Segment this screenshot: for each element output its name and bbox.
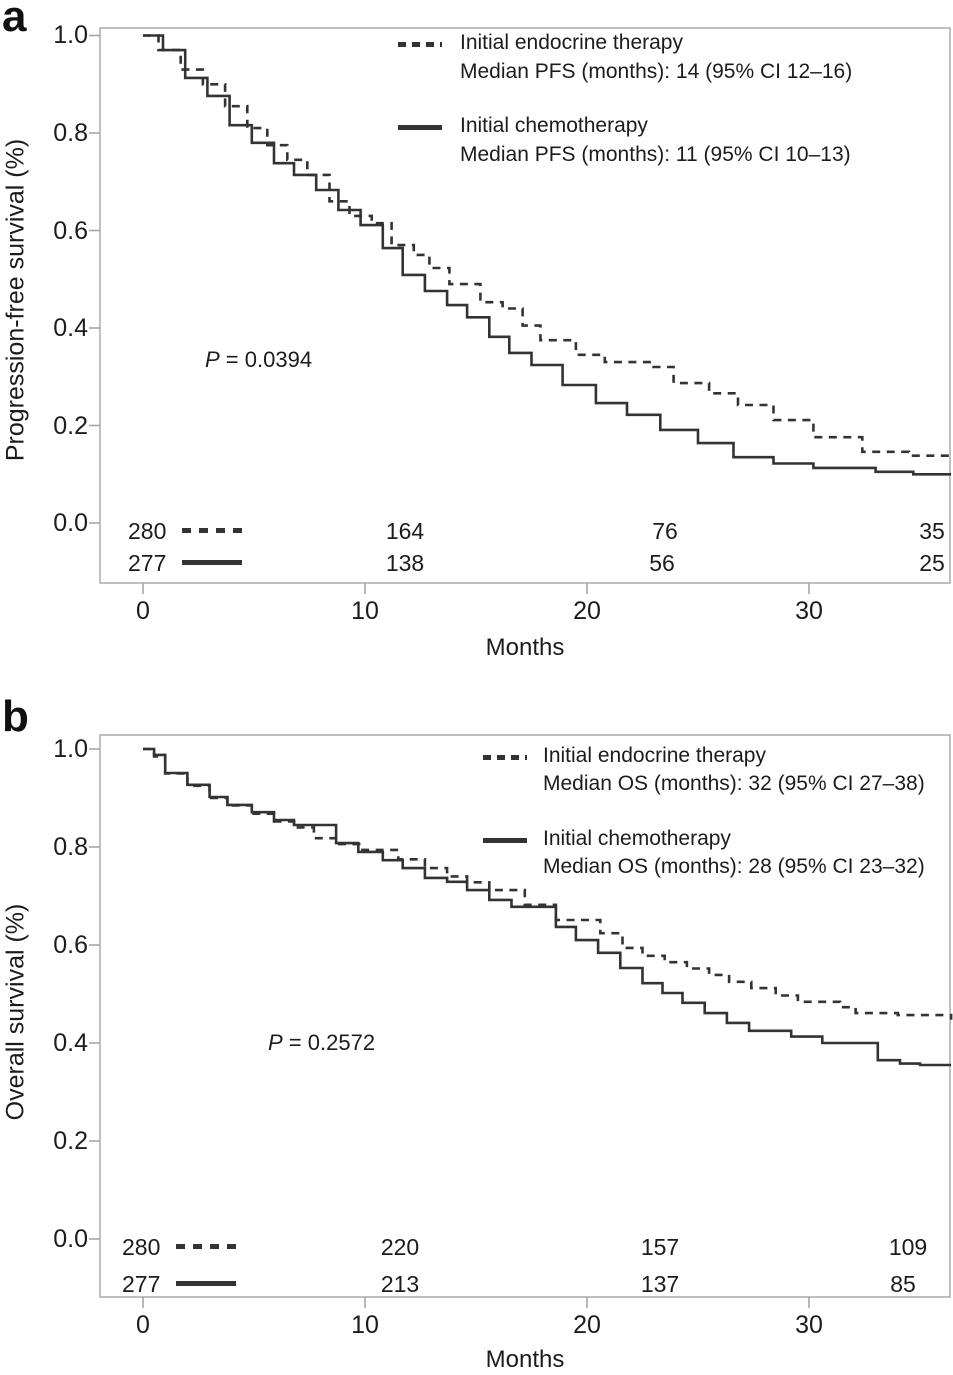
panel-letter-b: b: [2, 692, 29, 741]
legend-series-median: Median OS (months): 28 (95% CI 23–32): [543, 855, 925, 878]
at-risk-count: 220: [380, 1234, 420, 1260]
legend-dashed-swatch: [398, 42, 442, 47]
at-risk-count: 277: [122, 1271, 161, 1297]
y-tick-label: 0.0: [53, 1225, 88, 1253]
x-tick-label: 20: [573, 1311, 601, 1339]
legend-series-median: Median OS (months): 32 (95% CI 27–38): [543, 772, 925, 795]
legend-series-name: Initial endocrine therapy: [543, 744, 766, 767]
legend-series-median: Median PFS (months): 14 (95% CI 12–16): [460, 60, 853, 83]
p-value-a: P = 0.0394: [205, 347, 313, 372]
legend-solid-swatch: [398, 125, 442, 130]
at-risk-count: 35: [919, 518, 945, 544]
y-tick-label: 0.8: [53, 833, 88, 861]
legend-dashed-swatch: [483, 755, 527, 760]
x-tick-label: 30: [795, 1311, 823, 1339]
y-tick-label: 0.6: [53, 931, 88, 959]
legend-series-name: Initial chemotherapy: [543, 827, 731, 850]
at-risk-count: 213: [380, 1271, 420, 1297]
y-tick-label: 0.4: [53, 1029, 88, 1057]
at-risk-count: 164: [385, 518, 425, 544]
legend-series-name: Initial endocrine therapy: [460, 31, 683, 54]
at-risk-solid-swatch: [176, 1281, 236, 1286]
y-tick-label: 0.4: [53, 314, 88, 342]
legend-series-median: Median PFS (months): 11 (95% CI 10–13): [460, 143, 851, 166]
at-risk-count: 138: [385, 550, 425, 576]
at-risk-solid-swatch: [182, 560, 242, 565]
p-value-b: P = 0.2572: [268, 1030, 376, 1055]
panel-letter-a: a: [2, 0, 27, 41]
at-risk-dashed-swatch: [176, 1244, 236, 1249]
at-risk-count: 25: [919, 550, 945, 576]
at-risk-count: 76: [652, 518, 678, 544]
y-tick-label: 0.2: [53, 412, 88, 440]
y-tick-label: 0.2: [53, 1127, 88, 1155]
legend-solid-swatch: [483, 838, 527, 843]
y-tick-label: 0.0: [53, 509, 88, 537]
y-tick-label: 1.0: [53, 735, 88, 763]
x-axis-title-b: Months: [485, 1346, 565, 1373]
x-tick-label: 0: [136, 1311, 150, 1339]
x-tick-label: 0: [136, 597, 150, 625]
y-tick-label: 0.8: [53, 119, 88, 147]
x-tick-label: 10: [351, 597, 379, 625]
at-risk-count: 137: [640, 1271, 680, 1297]
at-risk-count: 277: [128, 550, 167, 576]
y-tick-label: 1.0: [53, 21, 88, 49]
at-risk-count: 157: [640, 1234, 680, 1260]
at-risk-count: 280: [128, 518, 167, 544]
x-tick-label: 10: [351, 1311, 379, 1339]
at-risk-count: 109: [888, 1234, 928, 1260]
at-risk-count: 85: [890, 1271, 916, 1297]
legend-series-name: Initial chemotherapy: [460, 114, 648, 137]
at-risk-count: 280: [122, 1234, 161, 1260]
x-tick-label: 30: [795, 597, 823, 625]
at-risk-dashed-swatch: [182, 528, 242, 533]
at-risk-count: 56: [649, 550, 675, 576]
x-axis-title-a: Months: [485, 634, 565, 661]
y-tick-label: 0.6: [53, 217, 88, 245]
x-tick-label: 20: [573, 597, 601, 625]
